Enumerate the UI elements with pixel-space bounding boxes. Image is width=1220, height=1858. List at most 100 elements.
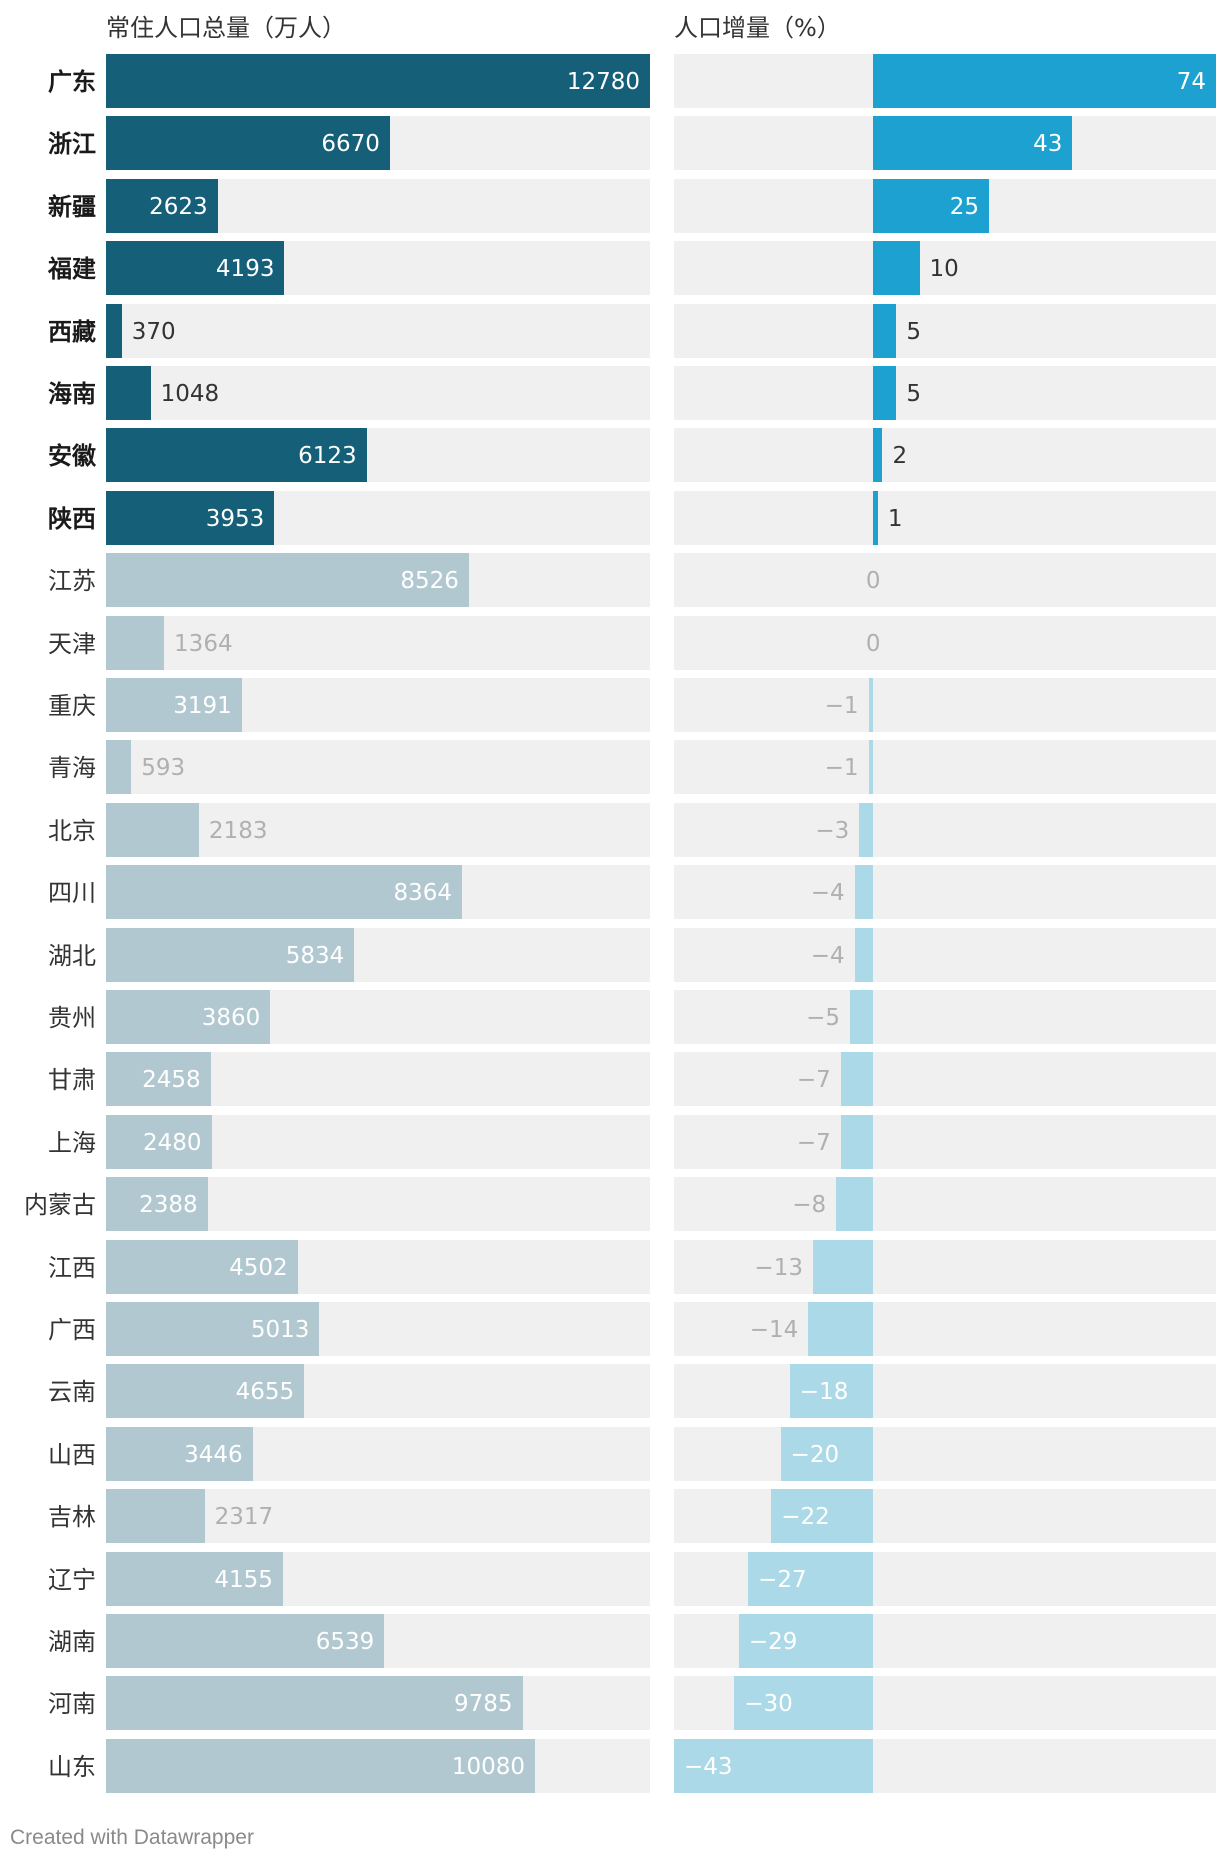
province-label: 新疆 — [48, 192, 96, 221]
growth-bar — [748, 1551, 874, 1606]
growth-track — [674, 802, 1216, 857]
population-value-label: 3446 — [184, 1441, 243, 1468]
growth-bar — [850, 990, 874, 1044]
population-track — [106, 740, 650, 795]
growth-bar — [840, 1052, 874, 1107]
growth-value-label: −29 — [748, 1629, 798, 1655]
datawrapper-credit[interactable]: Created with Datawrapper — [10, 1826, 254, 1849]
population-bar — [106, 615, 165, 670]
province-label: 安徽 — [48, 442, 96, 471]
growth-bar — [789, 1364, 874, 1419]
population-column-title: 常住人口总量（万人） — [106, 14, 346, 42]
province-label: 甘肃 — [48, 1066, 96, 1095]
population-bar — [106, 241, 285, 296]
population-value-label: 1048 — [160, 381, 220, 407]
growth-bar — [873, 178, 989, 233]
growth-column-title: 人口增量（%） — [674, 14, 841, 42]
growth-track — [674, 1114, 1216, 1169]
growth-bar — [674, 1738, 874, 1793]
population-bar — [106, 178, 218, 233]
population-value-label: 593 — [141, 755, 186, 782]
growth-track — [674, 1489, 1216, 1544]
growth-value-label: −27 — [758, 1566, 807, 1593]
province-label: 四川 — [48, 879, 96, 908]
province-label: 北京 — [48, 816, 96, 845]
population-value-label: 370 — [131, 318, 176, 345]
population-bar — [106, 1738, 536, 1793]
growth-bar — [738, 1614, 874, 1668]
population-value-label: 6539 — [315, 1629, 375, 1655]
growth-bar — [836, 1177, 874, 1232]
growth-track — [674, 428, 1216, 483]
population-value-label: 2388 — [139, 1192, 198, 1219]
growth-value-label: −13 — [754, 1254, 803, 1281]
population-bar — [106, 1364, 305, 1419]
population-bar — [106, 1302, 320, 1356]
province-label: 上海 — [48, 1128, 96, 1157]
population-value-label: 5834 — [285, 942, 345, 969]
population-bar — [106, 740, 132, 795]
growth-track — [674, 678, 1216, 732]
growth-track — [674, 865, 1216, 920]
population-value-label: 2458 — [142, 1067, 201, 1094]
growth-value-label: 0 — [865, 568, 881, 595]
growth-bar — [854, 927, 874, 982]
population-bar — [106, 865, 463, 920]
population-value-label: 3191 — [173, 693, 232, 719]
growth-bar — [868, 678, 874, 732]
growth-track — [674, 366, 1216, 420]
province-label: 广西 — [48, 1316, 96, 1344]
population-bar — [106, 802, 199, 857]
growth-bar — [808, 1302, 874, 1356]
growth-value-label: −22 — [781, 1504, 830, 1531]
population-value-label: 2183 — [208, 817, 268, 844]
population-bar — [106, 1052, 211, 1107]
growth-bar — [873, 366, 897, 420]
province-label: 辽宁 — [48, 1565, 96, 1594]
province-label: 浙江 — [48, 130, 96, 159]
growth-track — [674, 1302, 1216, 1356]
population-value-label: 6670 — [321, 131, 380, 158]
growth-bar — [868, 740, 874, 795]
population-value-label: 9785 — [453, 1691, 513, 1718]
population-bar — [106, 1177, 208, 1232]
growth-value-label: −7 — [796, 1067, 831, 1094]
province-label: 山西 — [48, 1440, 96, 1469]
growth-value-label: 0 — [865, 630, 881, 657]
population-bar — [106, 990, 271, 1044]
growth-bar — [873, 241, 920, 296]
growth-bar — [873, 490, 878, 545]
population-bar — [106, 490, 275, 545]
population-value-label: 1364 — [174, 630, 233, 657]
population-bar — [106, 54, 650, 108]
growth-value-label: −30 — [744, 1691, 793, 1718]
population-bar — [106, 1489, 205, 1544]
growth-track — [674, 303, 1216, 358]
growth-value-label: −43 — [684, 1753, 733, 1780]
province-label: 湖南 — [48, 1628, 96, 1656]
growth-value-label: −4 — [810, 880, 845, 907]
population-bar — [106, 366, 151, 420]
growth-track — [674, 1177, 1216, 1232]
population-value-label: 4502 — [229, 1254, 288, 1281]
growth-value-label: 2 — [892, 443, 908, 470]
growth-track — [674, 1052, 1216, 1107]
population-bar — [106, 1426, 253, 1481]
growth-value-label: 25 — [949, 193, 979, 220]
province-label: 海南 — [48, 380, 96, 408]
province-label: 江苏 — [48, 567, 96, 596]
growth-value-label: −3 — [815, 817, 850, 844]
population-value-label: 2317 — [214, 1504, 274, 1531]
growth-track — [674, 927, 1216, 982]
growth-bar — [873, 116, 1073, 171]
growth-value-label: −7 — [796, 1129, 831, 1156]
province-label: 湖北 — [48, 941, 96, 970]
province-label: 江西 — [48, 1253, 96, 1282]
growth-track — [674, 1364, 1216, 1419]
growth-track — [674, 740, 1216, 795]
population-bar — [106, 303, 122, 358]
growth-value-label: 43 — [1033, 131, 1063, 158]
growth-value-label: 10 — [929, 256, 959, 283]
growth-track — [674, 241, 1216, 296]
province-label: 青海 — [48, 754, 96, 783]
